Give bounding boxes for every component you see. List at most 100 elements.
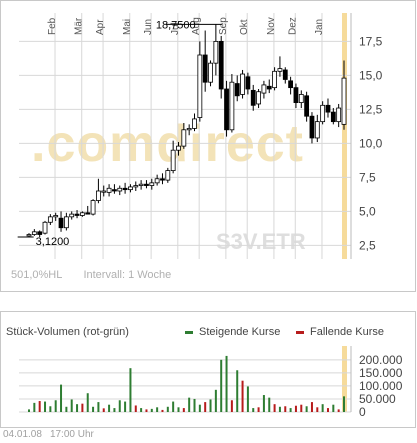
volume-bar xyxy=(273,404,276,412)
volume-bar xyxy=(289,408,292,412)
volume-bar xyxy=(252,408,255,412)
candle-body xyxy=(149,182,155,186)
month-label: Jan xyxy=(314,19,325,35)
info-bar: 501,0%HL Intervall: 1 Woche xyxy=(11,269,189,281)
candle-body xyxy=(320,104,326,123)
volume-bar xyxy=(76,404,79,412)
volume-bar xyxy=(129,368,132,412)
volume-grid xyxy=(19,346,352,413)
candle-body xyxy=(160,178,165,181)
volume-bars xyxy=(28,355,345,412)
candle-body xyxy=(37,231,43,235)
interval-label[interactable]: Intervall: 1 Woche xyxy=(83,269,172,281)
candle-body xyxy=(117,187,123,192)
candle-body xyxy=(240,73,245,95)
candle-body xyxy=(261,84,267,94)
candle-body xyxy=(101,190,107,193)
candle-body xyxy=(112,189,117,192)
volume-bar xyxy=(70,399,73,412)
volume-bar xyxy=(225,355,228,412)
current-week-volume-highlight xyxy=(342,346,347,412)
volume-bar xyxy=(321,404,324,412)
volume-bar xyxy=(257,407,260,412)
volume-bar xyxy=(241,380,244,412)
candle-body xyxy=(106,187,112,193)
candle-body xyxy=(192,118,197,129)
volume-bar xyxy=(236,370,239,412)
volume-bar xyxy=(316,407,319,412)
footer-time: 17:00 Uhr xyxy=(49,429,94,440)
candle-body xyxy=(122,187,128,191)
candle-body xyxy=(293,87,299,103)
candle-body xyxy=(63,216,69,229)
candle-body xyxy=(341,77,347,125)
candle-body xyxy=(325,104,331,113)
volume-bar xyxy=(188,397,191,412)
candle-body xyxy=(202,54,208,83)
volume-bar xyxy=(332,404,335,412)
candle-body xyxy=(224,88,229,131)
volume-bar xyxy=(220,359,223,412)
volume-bar xyxy=(172,401,175,412)
candle-body xyxy=(330,111,336,123)
volume-bar xyxy=(326,408,329,412)
volume-bar xyxy=(300,404,303,412)
candle-body xyxy=(58,217,64,229)
candle-body xyxy=(298,94,304,104)
month-label: Feb xyxy=(47,17,58,35)
price-annotations: 18,7500 3,1200 xyxy=(17,19,222,248)
volume-bar xyxy=(294,405,297,412)
candle-body xyxy=(197,54,203,118)
volume-bar xyxy=(268,397,271,412)
volume-bar xyxy=(161,409,164,412)
footer-date: 04.01.08 xyxy=(3,429,42,440)
candle-body xyxy=(165,170,171,181)
volume-bar xyxy=(262,395,265,412)
volume-bar xyxy=(284,406,287,412)
volume-bar xyxy=(102,408,105,412)
candle-body xyxy=(79,212,85,216)
price-grid xyxy=(19,13,352,259)
candle-body xyxy=(170,149,176,171)
volume-bar xyxy=(124,401,127,412)
legend-up-label: Steigende Kurse xyxy=(199,326,281,338)
down-swatch xyxy=(296,330,304,334)
month-label: Apr xyxy=(95,19,106,35)
candle-body xyxy=(245,76,251,90)
candle-body xyxy=(277,68,283,72)
candle-body xyxy=(282,69,288,80)
candle-body xyxy=(288,80,294,89)
candle-body xyxy=(176,145,181,151)
volume-bar xyxy=(145,409,148,412)
volume-bar xyxy=(230,400,233,412)
month-label: Sep xyxy=(218,17,229,35)
price-tick-label: 7,5 xyxy=(359,170,376,184)
candle-body xyxy=(234,83,240,97)
volume-bar xyxy=(193,398,196,412)
volume-bar xyxy=(81,403,84,412)
candle-body xyxy=(256,91,261,105)
symbol-label: S3V.ETR xyxy=(216,229,306,254)
price-tick-label: 5,0 xyxy=(359,204,376,218)
price-tick-label: 12,5 xyxy=(359,102,383,116)
candle-body xyxy=(272,70,277,89)
month-label: Jul xyxy=(170,22,181,35)
candle-body xyxy=(138,183,144,186)
price-y-axis: 2,5 5,0 7,5 10,0 12,5 15,0 17,5 xyxy=(359,34,383,252)
legend-up: Steigende Kurse xyxy=(185,326,280,338)
candle-body xyxy=(74,213,80,216)
volume-bar xyxy=(278,406,281,412)
volume-bar xyxy=(92,406,95,412)
footer: 04.01.08 17:00 Uhr xyxy=(3,429,102,440)
candle-body xyxy=(47,216,53,223)
legend-down: Fallende Kurse xyxy=(296,326,384,338)
candle-body xyxy=(53,215,59,218)
volume-tick-label: 100.000 xyxy=(359,379,403,393)
candle-body xyxy=(314,121,320,139)
month-label: Mär xyxy=(74,17,85,35)
candle-body xyxy=(96,190,101,201)
volume-bar xyxy=(113,408,116,412)
up-swatch xyxy=(185,330,193,334)
volume-bar xyxy=(337,409,340,412)
